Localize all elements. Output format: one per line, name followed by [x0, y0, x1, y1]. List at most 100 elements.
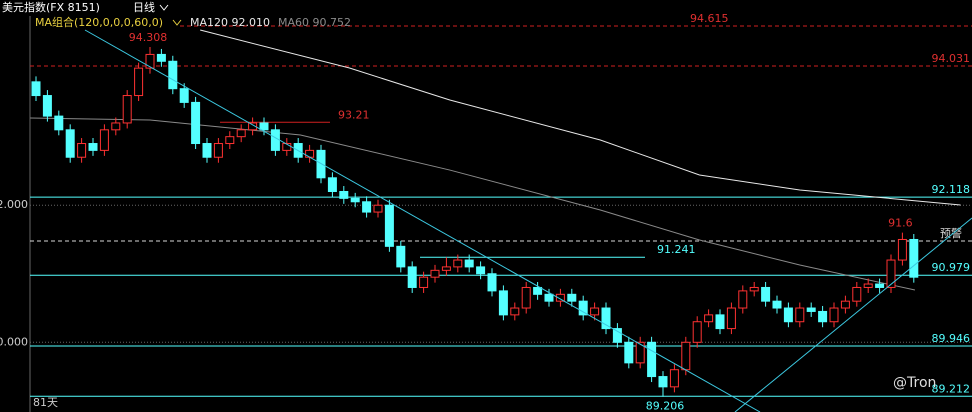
- candle-body: [191, 101, 201, 145]
- candle-body: [818, 310, 828, 323]
- candle-body: [225, 136, 235, 145]
- candle-body: [692, 321, 702, 343]
- candle-body: [156, 53, 166, 62]
- candle-body: [430, 269, 440, 278]
- candle-body: [840, 300, 850, 309]
- chart-title: 美元指数(FX 8151): [2, 0, 100, 14]
- candle-body: [407, 266, 417, 288]
- candle-body: [339, 191, 349, 199]
- level-label: 91.241: [657, 243, 696, 256]
- ma-line: [30, 117, 916, 291]
- candle-body: [738, 290, 748, 309]
- dropdown-icon[interactable]: [159, 4, 169, 11]
- candle-body: [852, 286, 862, 302]
- candle-body: [761, 286, 771, 302]
- ma-line: [200, 29, 961, 206]
- value-label: 91.6: [888, 217, 913, 230]
- legend-entry: MA120 92.010: [190, 16, 270, 29]
- candle-body: [909, 238, 919, 278]
- candle-body: [111, 122, 121, 131]
- candle-body: [544, 293, 554, 302]
- candle-body: [42, 95, 52, 117]
- dropdown-icon[interactable]: [172, 19, 182, 26]
- candle-body: [476, 266, 486, 275]
- candle-body: [772, 300, 782, 309]
- candle-body: [669, 369, 679, 388]
- candle-body: [567, 293, 577, 302]
- candle-body: [510, 307, 520, 316]
- candle-body: [77, 143, 87, 158]
- candle-body: [498, 290, 508, 316]
- candle-body: [179, 88, 189, 103]
- candle-body: [202, 143, 212, 158]
- candle-body: [464, 259, 474, 268]
- candle-body: [236, 129, 246, 138]
- y-tick-label: 92.000: [0, 198, 28, 211]
- candle-body: [578, 300, 588, 316]
- y-tick-label: 90.000: [0, 335, 28, 348]
- level-label: 93.21: [338, 108, 370, 121]
- candle-body: [806, 307, 816, 312]
- candle-body: [726, 307, 736, 330]
- candle-body: [533, 286, 543, 295]
- candle-body: [635, 341, 645, 364]
- candle-body: [601, 307, 611, 330]
- legend-entry: MA60 90.752: [278, 16, 351, 29]
- candle-body: [612, 328, 622, 343]
- candle-body: [54, 115, 64, 131]
- level-label: 预警: [940, 226, 962, 240]
- trend-line: [734, 217, 972, 412]
- level-label: 89.212: [932, 382, 971, 395]
- candle-body: [863, 283, 873, 288]
- candle-body: [350, 197, 360, 203]
- trend-line: [84, 29, 761, 412]
- candle-body: [590, 307, 600, 316]
- candle-body: [396, 245, 406, 268]
- span-label: 81天: [33, 396, 58, 409]
- candle-body: [88, 143, 98, 151]
- candle-body: [681, 341, 691, 371]
- value-label: 94.308: [129, 31, 168, 44]
- level-label: 89.946: [932, 332, 971, 345]
- candle-body: [419, 276, 429, 288]
- candle-body: [453, 259, 463, 268]
- candle-body: [624, 341, 634, 364]
- candle-body: [875, 283, 885, 288]
- candle-body: [715, 314, 725, 330]
- watermark: @Tron: [893, 375, 936, 391]
- candle-body: [647, 341, 657, 378]
- value-label: 89.206: [646, 400, 685, 412]
- candle-body: [897, 238, 907, 261]
- candle-body: [373, 204, 383, 213]
- candle-body: [487, 273, 497, 292]
- candle-body: [658, 376, 668, 388]
- level-label: 92.118: [932, 183, 971, 196]
- candle-body: [704, 314, 714, 323]
- candle-body: [783, 307, 793, 323]
- candle-body: [99, 129, 109, 151]
- indicator[interactable]: MA组合(120,0,0,0,60,0): [35, 15, 163, 29]
- level-label: 94.615: [690, 12, 729, 25]
- candle-body: [65, 129, 75, 158]
- candle-body: [441, 266, 451, 271]
- candle-body: [122, 95, 132, 124]
- candle-body: [555, 293, 565, 302]
- candle-body: [749, 286, 759, 292]
- candle-body: [795, 307, 805, 323]
- level-label: 90.979: [932, 261, 971, 274]
- candle-body: [384, 204, 394, 247]
- candle-body: [521, 286, 531, 309]
- candle-body: [829, 307, 839, 323]
- level-label: 94.031: [932, 52, 971, 65]
- period[interactable]: 日线: [133, 0, 155, 14]
- candle-body: [270, 129, 280, 151]
- candle-body: [886, 259, 896, 288]
- candle-body: [134, 67, 144, 97]
- candle-body: [248, 122, 258, 131]
- candle-body: [31, 81, 41, 97]
- candle-body: [305, 149, 315, 158]
- candle-body: [259, 122, 269, 131]
- candle-body: [145, 53, 155, 69]
- candle-body: [362, 201, 372, 213]
